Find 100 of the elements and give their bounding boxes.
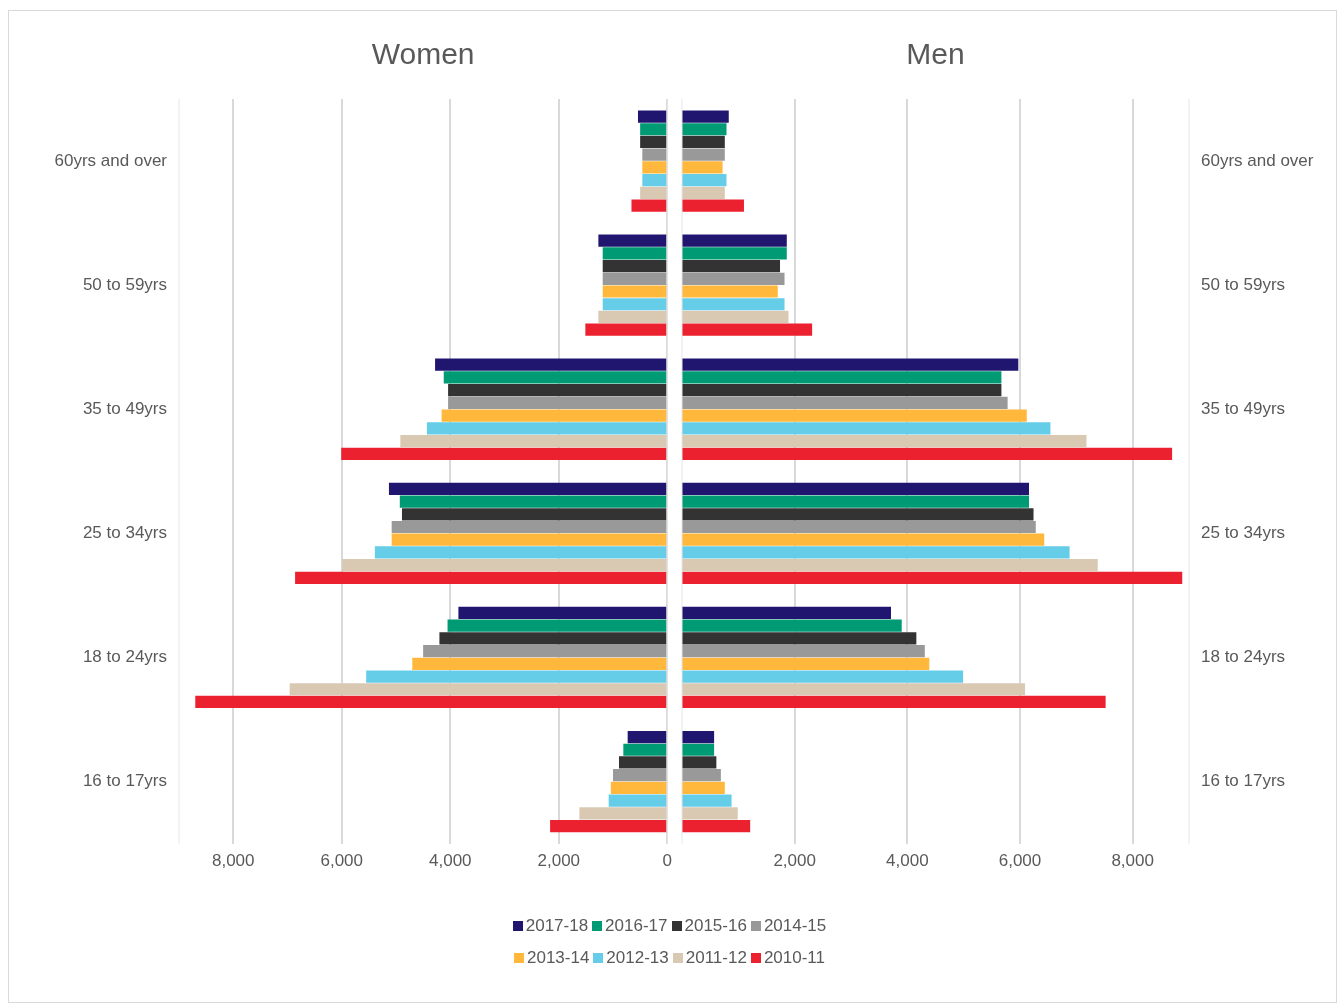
bar — [682, 819, 751, 833]
x-tick-label: 6,000 — [998, 851, 1042, 871]
bar — [602, 259, 667, 273]
bar — [682, 358, 1019, 371]
bar — [682, 606, 891, 620]
bar — [610, 781, 667, 795]
bar — [412, 657, 667, 670]
bar — [579, 807, 667, 820]
bar — [426, 422, 667, 435]
legend-label: 2015-16 — [684, 916, 747, 936]
bar — [682, 298, 785, 311]
bar — [439, 632, 667, 645]
bar — [682, 533, 1045, 546]
bar — [682, 769, 721, 782]
bar — [682, 259, 781, 273]
bar — [682, 434, 1087, 448]
y-tick-label: 35 to 49yrs — [82, 398, 167, 418]
bar — [682, 409, 1027, 422]
bar — [374, 546, 667, 559]
bar — [623, 743, 667, 756]
y-tick-label: 60yrs and over — [1201, 150, 1314, 170]
legend-label: 2010-11 — [763, 948, 826, 968]
bar — [682, 186, 725, 199]
bar — [682, 781, 725, 795]
x-tick-label: 8,000 — [1111, 851, 1154, 871]
bar — [602, 272, 667, 285]
bar — [682, 199, 744, 212]
bar — [682, 632, 917, 645]
bar — [640, 186, 667, 199]
bar — [342, 559, 667, 572]
bar — [682, 695, 1106, 709]
bar — [682, 234, 787, 247]
bar — [642, 174, 667, 187]
bar — [682, 520, 1036, 534]
bar — [682, 683, 1026, 696]
legend-label: 2016-17 — [605, 916, 668, 936]
bar — [682, 571, 1183, 584]
bar — [295, 571, 667, 584]
bar — [448, 396, 667, 409]
y-tick-label: 18 to 24yrs — [1201, 647, 1286, 667]
bar — [366, 670, 667, 683]
chart-title: Women — [371, 37, 475, 71]
bar — [682, 422, 1051, 435]
bar — [458, 606, 667, 620]
bar — [631, 199, 667, 212]
bar — [682, 110, 729, 123]
bar — [602, 285, 667, 298]
bar — [598, 310, 667, 324]
bar — [682, 482, 1030, 495]
bar — [637, 110, 667, 123]
bar — [341, 447, 667, 460]
bar — [682, 508, 1034, 521]
bar — [448, 384, 667, 397]
bar — [441, 409, 667, 422]
bar — [400, 434, 667, 448]
bar — [447, 619, 667, 632]
bar — [682, 447, 1173, 460]
x-tick-label: 4,000 — [886, 851, 929, 871]
bar — [401, 508, 667, 521]
bar — [289, 683, 667, 696]
bar — [682, 619, 902, 632]
bar — [682, 670, 964, 683]
x-tick-label: 0 — [662, 851, 673, 871]
bar — [682, 384, 1002, 397]
x-tick-label: 8,000 — [211, 851, 255, 871]
bar — [602, 298, 667, 311]
bar — [682, 135, 725, 149]
bar — [682, 756, 717, 769]
bar — [195, 695, 667, 709]
bar — [682, 123, 727, 136]
bar — [598, 234, 667, 247]
bar — [585, 323, 667, 336]
legend-label: 2012-13 — [606, 948, 669, 968]
bar — [443, 371, 667, 384]
y-tick-label: 25 to 34yrs — [1201, 523, 1286, 543]
bar — [640, 123, 667, 136]
bar — [682, 657, 930, 670]
bar — [682, 396, 1008, 409]
legend-label: 2011-12 — [685, 948, 747, 968]
bar — [682, 743, 715, 756]
bar — [682, 174, 727, 187]
y-tick-label: 25 to 34yrs — [82, 523, 167, 543]
bar — [682, 285, 778, 298]
bar — [642, 161, 667, 174]
legend-label: 2014-15 — [763, 916, 827, 936]
bar — [682, 148, 725, 161]
y-tick-label: 50 to 59yrs — [82, 274, 167, 294]
y-tick-label: 50 to 59yrs — [1201, 274, 1286, 294]
bar — [627, 730, 667, 744]
bar — [391, 533, 667, 546]
bar — [435, 358, 667, 371]
bar — [682, 161, 723, 174]
bar — [682, 371, 1002, 384]
legend-label: 2017-18 — [525, 916, 589, 936]
bar — [682, 323, 813, 336]
bar — [682, 730, 715, 744]
y-tick-label: 60yrs and over — [54, 150, 168, 170]
y-tick-label: 16 to 17yrs — [82, 771, 167, 791]
bar — [682, 807, 738, 820]
bar — [550, 819, 667, 833]
